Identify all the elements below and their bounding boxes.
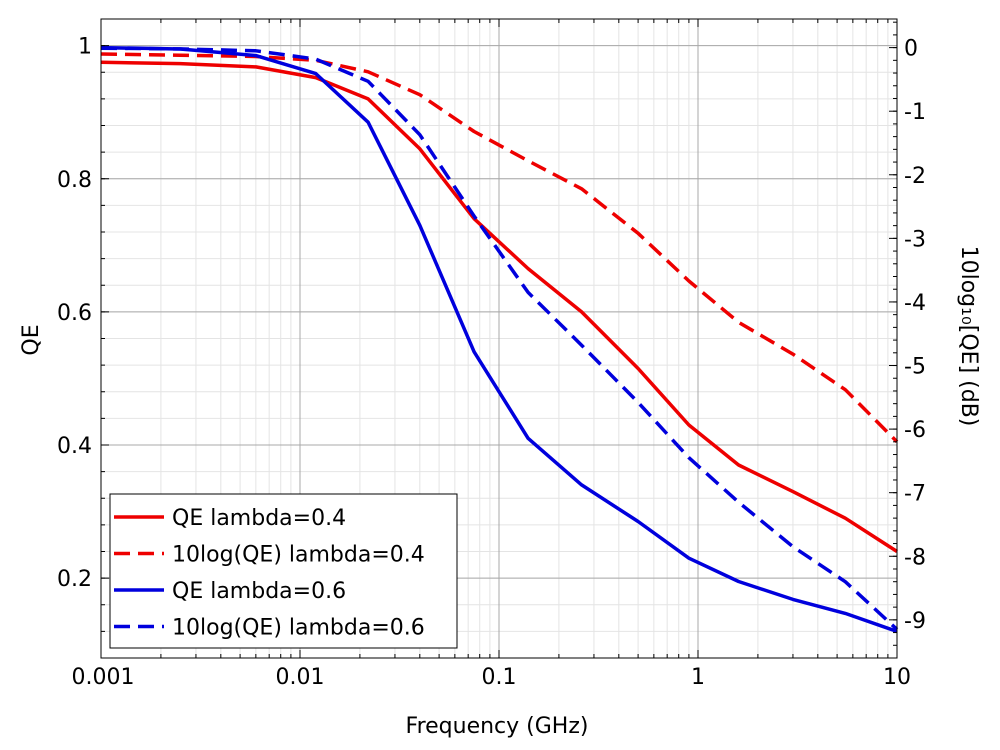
y-right-tick-label: -6 <box>904 418 926 443</box>
x-tick-label: 0.01 <box>276 665 325 690</box>
y-left-tick-label: 0.8 <box>57 168 92 193</box>
y-axis-right-label: 10log₁₀[QE] (dB) <box>956 246 981 427</box>
y-left-tick-label: 0.2 <box>57 567 92 592</box>
x-axis-label: Frequency (GHz) <box>406 714 589 739</box>
y-right-tick-label: -9 <box>904 609 926 634</box>
y-right-tick-label: -1 <box>904 100 926 125</box>
legend: QE lambda=0.4 10log(QE) lambda=0.4 QE lamb… <box>109 493 458 649</box>
y-left-tick-label: 0.6 <box>57 301 92 326</box>
x-tick-label: 10 <box>883 665 911 690</box>
y-right-tick-label: 0 <box>904 37 918 62</box>
legend-box <box>109 493 458 649</box>
x-tick-label: 1 <box>691 665 705 690</box>
legend-label: 10log(QE) lambda=0.4 <box>172 543 425 568</box>
y-axis-left-label: QE <box>19 324 44 355</box>
legend-label: 10log(QE) lambda=0.6 <box>172 616 425 641</box>
y-right-tick-label: -8 <box>904 545 926 570</box>
axis-ticks <box>100 19 898 659</box>
series-line-1 <box>100 60 898 553</box>
y-left-tick-label: 1 <box>78 35 92 60</box>
series-layer <box>100 45 899 634</box>
y-right-tick-label: -3 <box>904 227 926 252</box>
y-right-tick-label: -2 <box>904 164 926 189</box>
y-right-tick-label: -4 <box>904 291 926 316</box>
tick-labels: 0.001 0.01 0.1 1 100.20.40.60.81 0-1-2-3-4-5-… <box>57 35 926 690</box>
series-line-4 <box>100 46 899 631</box>
legend-label: QE lambda=0.6 <box>172 579 346 604</box>
x-tick-label: 0.1 <box>482 665 517 690</box>
y-left-tick-label: 0.4 <box>57 434 92 459</box>
series-line-2 <box>100 52 899 444</box>
series-line-3 <box>100 45 898 634</box>
legend-label: QE lambda=0.4 <box>172 506 346 531</box>
y-right-tick-label: -7 <box>904 482 926 507</box>
y-right-tick-label: -5 <box>904 355 926 380</box>
x-tick-label: 0.001 <box>72 665 135 690</box>
